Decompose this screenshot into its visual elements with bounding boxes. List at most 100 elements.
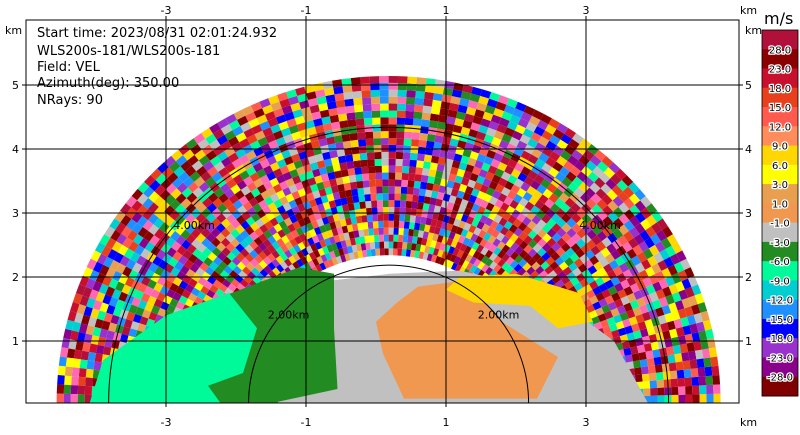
noise-cell — [365, 207, 373, 216]
noise-cell — [324, 186, 333, 196]
noise-cell — [356, 243, 362, 252]
noise-cell — [689, 323, 699, 334]
noise-cell — [515, 101, 527, 112]
noise-cell — [162, 253, 173, 264]
colorbar-tick-label: 9.0 — [772, 142, 788, 153]
noise-cell — [661, 363, 670, 373]
colorbar-tick-label: 23.0 — [769, 65, 791, 76]
noise-cell — [284, 241, 294, 250]
noise-cell — [228, 194, 239, 205]
noise-cell — [297, 188, 307, 198]
noise-cell — [369, 235, 375, 243]
noise-cell — [90, 308, 100, 319]
noise-cell — [150, 289, 160, 299]
noise-cell — [416, 202, 424, 210]
noise-cell — [375, 248, 381, 256]
noise-cell — [642, 248, 654, 260]
noise-cell — [268, 226, 278, 236]
noise-cell — [93, 361, 102, 371]
noise-cell — [513, 178, 524, 188]
noise-cell — [699, 394, 707, 403]
noise-cell — [211, 247, 222, 257]
noise-cell — [531, 109, 544, 120]
noise-cell — [590, 245, 601, 256]
noise-cell — [601, 155, 614, 168]
noise-cell — [148, 191, 160, 203]
noise-cell — [87, 351, 96, 362]
noise-cell — [615, 320, 625, 330]
noise-cell — [454, 196, 463, 206]
noise-cell — [411, 132, 421, 140]
noise-cell — [139, 316, 149, 326]
noise-cell — [134, 290, 144, 300]
noise-cell — [532, 189, 543, 200]
noise-cell — [489, 261, 498, 270]
noise-cell — [684, 377, 693, 387]
noise-cell — [423, 154, 433, 163]
noise-cell — [394, 186, 402, 194]
noise-cell — [462, 120, 473, 129]
noise-cell — [626, 332, 636, 341]
noise-cell — [610, 173, 622, 185]
noise-cell — [366, 152, 375, 160]
noise-cell — [94, 318, 104, 329]
noise-cell — [485, 187, 495, 197]
noise-cell — [644, 318, 654, 329]
noise-cell — [505, 256, 515, 266]
noise-cell — [330, 185, 339, 194]
noise-cell — [541, 130, 553, 141]
noise-cell — [702, 319, 712, 331]
noise-cell — [617, 327, 627, 337]
noise-cell — [409, 152, 418, 161]
noise-cell — [328, 107, 338, 117]
noise-cell — [259, 224, 269, 234]
colorbar-segment — [762, 241, 798, 262]
noise-cell — [321, 231, 329, 240]
noise-cell — [370, 248, 376, 257]
noise-cell — [159, 189, 171, 201]
noise-cell — [334, 198, 342, 207]
noise-cell — [697, 367, 706, 377]
noise-cell — [299, 100, 310, 110]
noise-cell — [677, 335, 687, 345]
noise-cell — [333, 234, 341, 243]
noise-cell — [427, 232, 434, 241]
noise-cell — [478, 124, 489, 134]
noise-cell — [283, 258, 293, 267]
noise-cell — [357, 139, 367, 147]
noise-cell — [196, 243, 207, 253]
noise-cell — [87, 316, 97, 327]
noise-cell — [374, 151, 382, 160]
noise-cell — [517, 222, 528, 232]
noise-cell — [552, 145, 565, 156]
noise-cell — [374, 241, 380, 249]
noise-cell — [510, 184, 521, 194]
noise-cell — [174, 224, 186, 236]
noise-cell — [450, 96, 461, 105]
noise-cell — [381, 151, 389, 159]
noise-cell — [581, 165, 593, 177]
noise-cell — [259, 120, 271, 131]
noise-cell — [225, 223, 236, 234]
noise-cell — [98, 283, 109, 295]
noise-cell — [650, 233, 661, 245]
noise-cell — [428, 225, 436, 234]
noise-cell — [460, 126, 471, 136]
noise-cell — [639, 304, 649, 314]
noise-cell — [471, 218, 480, 228]
noise-cell — [627, 237, 639, 249]
noise-cell — [218, 167, 229, 178]
noise-cell — [454, 264, 462, 273]
noise-cell — [257, 136, 269, 147]
noise-cell — [422, 161, 431, 170]
noise-cell — [267, 235, 277, 245]
noise-cell — [388, 165, 396, 173]
noise-cell — [433, 205, 441, 214]
noise-cell — [542, 188, 553, 199]
noise-cell — [220, 228, 231, 238]
noise-cell — [558, 192, 570, 203]
noise-cell — [611, 329, 620, 339]
noise-cell — [680, 316, 690, 327]
noise-cell — [648, 372, 657, 381]
noise-cell — [204, 266, 215, 276]
